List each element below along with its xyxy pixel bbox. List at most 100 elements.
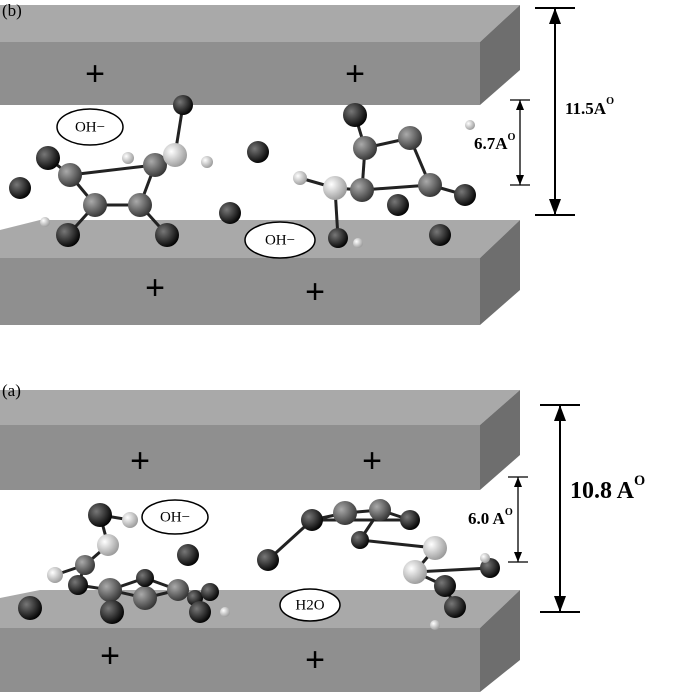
plus-sign: + <box>305 641 325 679</box>
atom <box>143 153 167 177</box>
outer-distance: 10.8 AO <box>570 473 645 503</box>
atom <box>189 601 211 623</box>
atom <box>353 238 363 248</box>
atom <box>343 103 367 127</box>
atom <box>201 156 213 168</box>
plate-front <box>0 628 480 692</box>
ion-label: OH− <box>265 232 295 248</box>
plate-side <box>480 5 520 105</box>
ion-ovals <box>56 108 341 622</box>
plate-top <box>0 590 520 628</box>
plate-side <box>480 220 520 325</box>
atom <box>434 575 456 597</box>
atom <box>122 512 138 528</box>
atom <box>18 596 42 620</box>
inner-distance: 6.0 AO <box>468 507 513 528</box>
distance-value: 6.7A <box>474 134 508 153</box>
atom <box>465 120 475 130</box>
plus-sign: + <box>85 55 105 93</box>
atom <box>155 223 179 247</box>
atom <box>167 579 189 601</box>
atom <box>333 501 357 525</box>
atom <box>97 534 119 556</box>
atom <box>418 173 442 197</box>
distance-value: 11.5A <box>565 99 607 118</box>
atom <box>429 224 451 246</box>
atom <box>220 607 230 617</box>
plus-sign: + <box>130 442 150 480</box>
distance-sup: O <box>508 132 516 143</box>
molecules <box>9 95 500 630</box>
atom <box>480 553 490 563</box>
distance-value: 10.8 A <box>570 478 635 504</box>
atom <box>122 152 134 164</box>
atom <box>293 171 307 185</box>
atom <box>133 586 157 610</box>
plate-front <box>0 258 480 325</box>
plate-side <box>480 390 520 490</box>
inner-distance: 6.7AO <box>474 132 516 153</box>
atom <box>83 193 107 217</box>
ion-label: OH− <box>160 509 190 525</box>
atom <box>40 217 50 227</box>
atom <box>350 178 374 202</box>
atom <box>398 126 422 150</box>
atom <box>301 509 323 531</box>
outer-distance: 11.5AO <box>565 96 614 118</box>
atom <box>177 544 199 566</box>
atom <box>100 600 124 624</box>
atom <box>201 583 219 601</box>
bond <box>414 566 491 574</box>
plate-top <box>0 5 520 42</box>
bond <box>69 163 156 177</box>
atom <box>400 510 420 530</box>
ion-label: H2O <box>295 597 324 613</box>
plus-sign: + <box>345 55 365 93</box>
atom <box>430 620 440 630</box>
atom <box>369 499 391 521</box>
arrow-heads <box>514 8 566 612</box>
ion-label: OH− <box>75 119 105 135</box>
atom <box>323 176 347 200</box>
atom <box>353 136 377 160</box>
atom <box>98 578 122 602</box>
plates <box>0 5 520 692</box>
atom <box>58 163 82 187</box>
atom <box>444 596 466 618</box>
atom <box>136 569 154 587</box>
atom <box>68 575 88 595</box>
plate-front <box>0 425 480 490</box>
panel-label: (a) <box>2 381 21 400</box>
panel-label: (b) <box>2 1 22 20</box>
atom <box>257 549 279 571</box>
distance-sup: O <box>634 473 645 489</box>
atom <box>423 536 447 560</box>
distance-value: 6.0 A <box>468 509 506 528</box>
atom <box>9 177 31 199</box>
distance-sup: O <box>606 96 614 107</box>
plate-side <box>480 590 520 692</box>
atom <box>351 531 369 549</box>
plus-sign: + <box>145 269 165 307</box>
atom <box>247 141 269 163</box>
atom <box>47 567 63 583</box>
distance-sup: O <box>505 507 513 518</box>
atom <box>387 194 409 216</box>
atom <box>403 560 427 584</box>
atom <box>36 146 60 170</box>
atom <box>88 503 112 527</box>
plus-sign: + <box>362 442 382 480</box>
atom <box>219 202 241 224</box>
plate-front <box>0 42 480 105</box>
atom <box>128 193 152 217</box>
plus-sign: + <box>100 637 120 675</box>
atom <box>173 95 193 115</box>
plate-top <box>0 390 520 425</box>
atom <box>163 143 187 167</box>
bond <box>359 538 436 550</box>
plus-sign: + <box>305 273 325 311</box>
atom <box>454 184 476 206</box>
atom <box>56 223 80 247</box>
atom <box>328 228 348 248</box>
